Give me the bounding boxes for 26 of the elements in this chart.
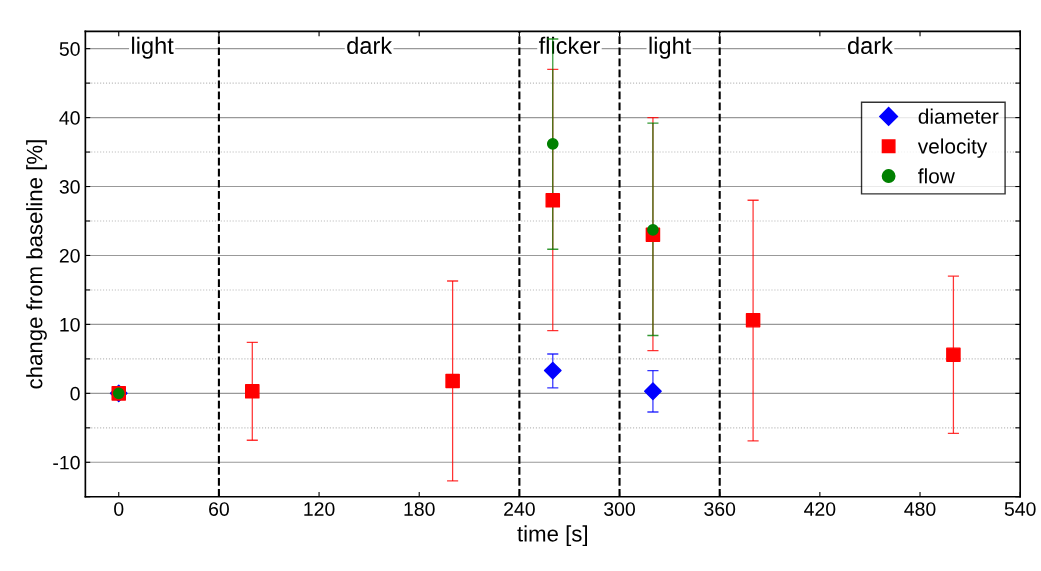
- legend-label: diameter: [918, 108, 999, 124]
- y-tick-label: 0: [70, 386, 80, 401]
- x-tick-label: 420: [804, 502, 836, 516]
- x-tick-label: 0: [114, 502, 124, 516]
- x-tick-label: 240: [504, 502, 535, 516]
- x-tick-label: 60: [209, 502, 229, 516]
- x-tick-label: 180: [404, 502, 435, 516]
- legend-label: flow: [918, 168, 955, 184]
- x-tick-label: 300: [604, 502, 636, 516]
- x-tick-label: 120: [304, 502, 335, 516]
- legend-label: velocity: [917, 138, 988, 158]
- y-tick-label: -10: [53, 455, 80, 470]
- y-tick-label: 10: [60, 317, 80, 332]
- annotation: dark: [847, 36, 893, 55]
- x-axis-title: time [s]: [517, 525, 587, 547]
- y-axis-title: change from baseline [%]: [26, 140, 47, 389]
- x-tick-label: 540: [1004, 502, 1036, 516]
- y-tick-label: 50: [59, 42, 80, 56]
- y-tick-label: 40: [59, 111, 80, 125]
- annotation: dark: [347, 36, 393, 55]
- y-tick-label: 20: [59, 248, 80, 263]
- y-tick-label: 30: [59, 179, 80, 194]
- x-tick-label: 360: [704, 502, 736, 516]
- annotation: light: [132, 36, 174, 59]
- annotation: light: [649, 36, 692, 59]
- x-tick-label: 480: [904, 502, 936, 516]
